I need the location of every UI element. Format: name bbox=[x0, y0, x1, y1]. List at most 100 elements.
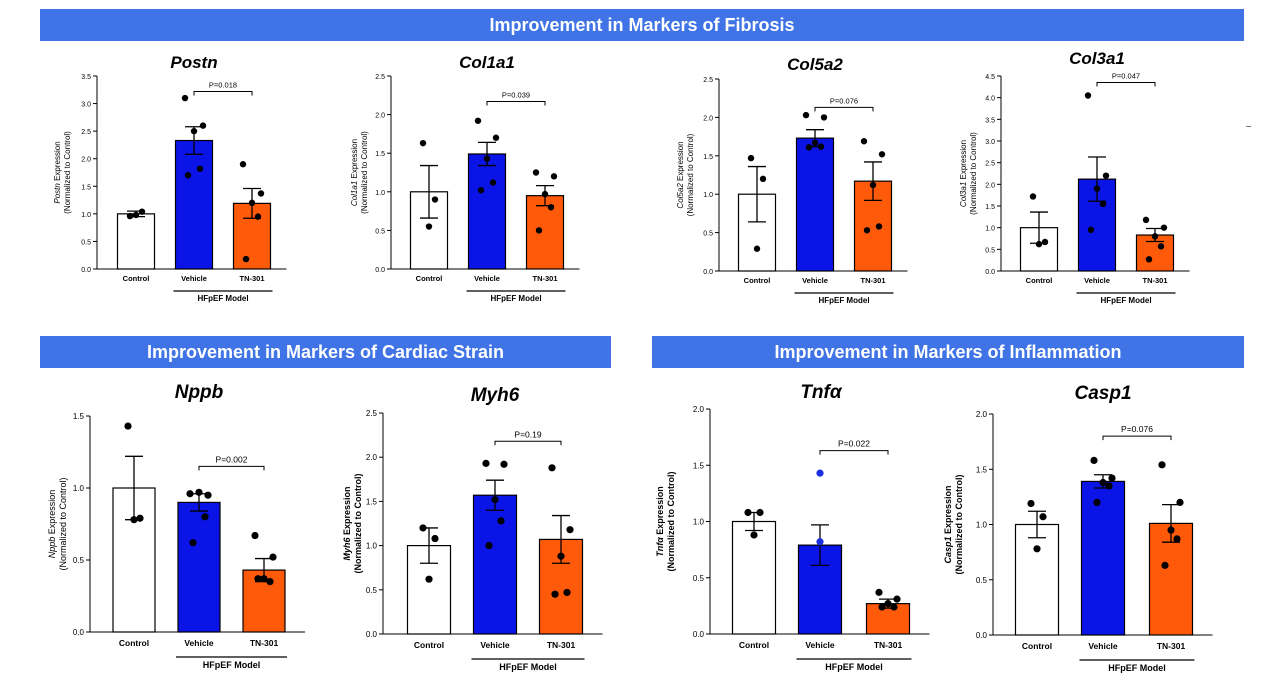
data-point bbox=[419, 524, 427, 532]
y-tick-label: 2.0 bbox=[81, 157, 91, 164]
y-axis-suffix: Expression bbox=[53, 141, 62, 183]
x-tick-label: Control bbox=[119, 638, 149, 648]
data-point bbox=[1142, 216, 1150, 224]
data-point bbox=[497, 517, 505, 525]
y-axis-suffix: Expression bbox=[350, 139, 359, 181]
pvalue-bracket bbox=[1102, 435, 1172, 441]
data-point bbox=[548, 464, 556, 472]
data-point bbox=[201, 513, 209, 521]
pvalue-bracket bbox=[486, 100, 546, 106]
data-point bbox=[878, 603, 886, 611]
y-tick-label: 2.0 bbox=[375, 113, 385, 120]
data-point bbox=[431, 196, 439, 203]
group-label: HFpEF Model bbox=[1100, 296, 1151, 305]
data-point bbox=[753, 245, 761, 252]
data-point bbox=[1157, 243, 1165, 250]
stray-mark bbox=[1246, 126, 1251, 127]
data-point bbox=[1160, 224, 1168, 231]
data-point bbox=[489, 179, 497, 186]
bar-vehicle bbox=[177, 501, 221, 633]
data-point bbox=[138, 208, 146, 215]
data-point bbox=[254, 575, 262, 583]
x-tick-label: TN-301 bbox=[250, 638, 279, 648]
y-axis-label-2: (Normalized to Control) bbox=[969, 132, 978, 215]
x-tick-label: Vehicle bbox=[802, 276, 828, 285]
x-tick-label: TN-301 bbox=[1157, 641, 1186, 651]
data-point bbox=[744, 508, 752, 517]
y-axis-label: Myh6 Expression(Normalized to Control) bbox=[342, 474, 363, 574]
pvalue-label: P=0.018 bbox=[209, 80, 237, 89]
y-axis-suffix: Expression bbox=[676, 141, 685, 183]
data-point bbox=[816, 538, 824, 546]
data-point bbox=[541, 190, 549, 198]
y-tick-label: 1.0 bbox=[693, 518, 705, 527]
y-axis-gene: Col1a1 bbox=[350, 181, 359, 206]
y-axis-label-2: (Normalized to Control) bbox=[360, 131, 369, 214]
data-point bbox=[190, 127, 198, 135]
y-tick-label: 0.0 bbox=[976, 631, 988, 640]
bar-vehicle bbox=[1080, 480, 1126, 636]
data-point bbox=[532, 169, 540, 176]
data-point bbox=[869, 181, 877, 189]
x-tick-label: Control bbox=[123, 274, 150, 283]
data-point bbox=[1151, 233, 1159, 240]
y-tick-label: 4.0 bbox=[985, 96, 995, 103]
banner-fibrosis: Improvement in Markers of Fibrosis bbox=[40, 9, 1244, 41]
data-point bbox=[242, 255, 250, 263]
y-tick-label: 1.5 bbox=[985, 204, 995, 211]
bar-control bbox=[1014, 523, 1060, 636]
bar-tn-301 bbox=[525, 195, 565, 270]
y-tick-label: 3.0 bbox=[81, 102, 91, 109]
y-tick-label: 0.5 bbox=[976, 576, 988, 585]
y-axis-label: Tnfα Expression(Normalized to Control) bbox=[655, 472, 676, 572]
data-point bbox=[816, 469, 824, 477]
data-point bbox=[863, 227, 871, 234]
data-point bbox=[1102, 172, 1110, 179]
y-axis-suffix: Expression bbox=[959, 140, 968, 182]
y-tick-label: 0.5 bbox=[985, 247, 995, 254]
data-point bbox=[1145, 256, 1153, 263]
y-tick-label: 0.0 bbox=[375, 267, 385, 274]
y-tick-label: 0.0 bbox=[693, 630, 705, 639]
chart-title: Col5a2 bbox=[787, 55, 843, 74]
y-axis-gene: Postn bbox=[53, 183, 62, 204]
pvalue-label: P=0.047 bbox=[1112, 72, 1140, 81]
chart-col3a1: Col3a1 0.0 0.5 1.0 1.5 2.0 2.5 3.0 3.5 4.0 4.5 Col3… bbox=[959, 49, 1190, 305]
y-tick-label: 0.0 bbox=[703, 269, 713, 276]
y-tick-label: 2.5 bbox=[366, 409, 378, 418]
y-tick-label: 0.5 bbox=[81, 239, 91, 246]
y-tick-label: 1.5 bbox=[81, 184, 91, 191]
chart-postn: Postn 0.0 0.5 1.0 1.5 2.0 2.5 3.0 3.5 Postn Expre… bbox=[53, 53, 287, 303]
data-point bbox=[248, 199, 256, 207]
bar-vehicle bbox=[795, 137, 835, 272]
y-axis-suffix: Expression bbox=[47, 490, 57, 537]
y-tick-label: 4.5 bbox=[985, 74, 995, 81]
data-point bbox=[1039, 513, 1047, 521]
y-tick-label: 1.0 bbox=[366, 542, 378, 551]
y-tick-label: 2.5 bbox=[703, 77, 713, 84]
chart-title: Myh6 bbox=[471, 385, 520, 406]
data-point bbox=[884, 600, 892, 608]
data-point bbox=[195, 488, 203, 496]
x-tick-label: TN-301 bbox=[239, 274, 264, 283]
x-tick-label: TN-301 bbox=[547, 640, 576, 650]
y-tick-label: 3.5 bbox=[81, 74, 91, 81]
y-tick-label: 3.5 bbox=[985, 117, 995, 124]
data-point bbox=[1105, 482, 1113, 490]
group-label: HFpEF Model bbox=[499, 662, 557, 672]
y-tick-label: 2.5 bbox=[375, 74, 385, 81]
data-point bbox=[566, 526, 574, 534]
data-point bbox=[756, 508, 764, 517]
data-point bbox=[500, 460, 508, 468]
data-point bbox=[483, 155, 491, 162]
pvalue-label: P=0.076 bbox=[1121, 424, 1153, 434]
data-point bbox=[802, 111, 810, 119]
bar-tn-301 bbox=[538, 538, 584, 635]
chart-myh6: Myh6 0.0 0.5 1.0 1.5 2.0 2.5 Myh6 Expression(No… bbox=[342, 385, 603, 672]
data-point bbox=[425, 575, 433, 583]
y-tick-label: 3.0 bbox=[985, 139, 995, 146]
y-tick-label: 1.5 bbox=[693, 461, 705, 470]
x-tick-label: TN-301 bbox=[1142, 276, 1167, 285]
y-tick-label: 2.0 bbox=[366, 453, 378, 462]
